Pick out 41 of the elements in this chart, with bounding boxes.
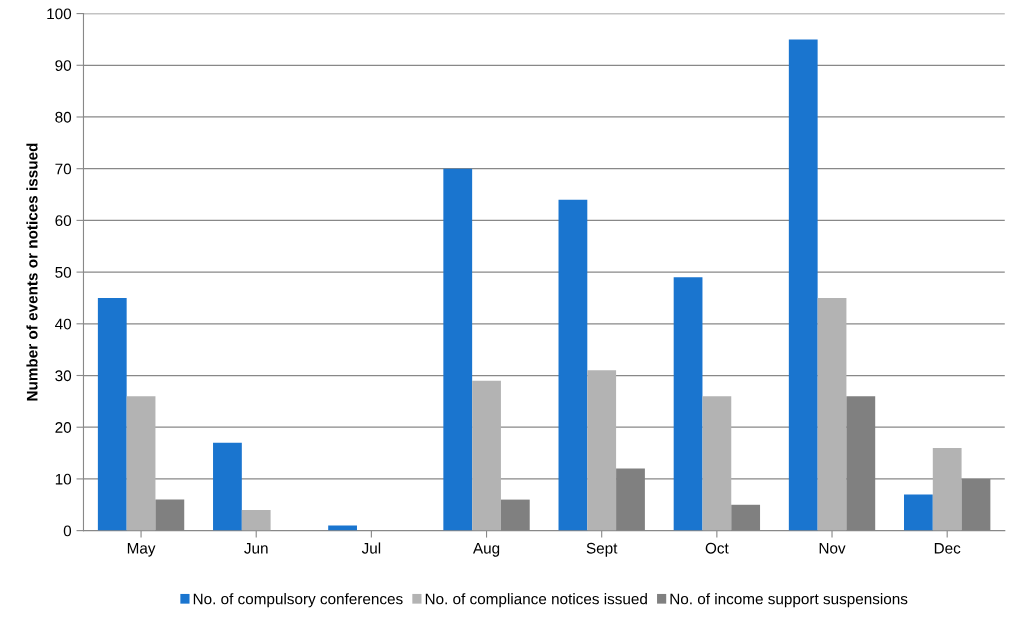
bar <box>788 39 818 531</box>
x-tick-label: Oct <box>705 542 729 554</box>
y-tick-label: 90 <box>55 60 72 71</box>
bar <box>673 277 703 531</box>
legend-label: No. of compulsory conferences <box>193 593 403 608</box>
bar <box>817 297 847 531</box>
bar <box>472 380 501 531</box>
y-tick-label: 40 <box>55 318 72 330</box>
bar <box>558 199 588 531</box>
y-tick-label: 0 <box>63 525 72 537</box>
bar <box>126 396 156 531</box>
bar <box>443 168 473 531</box>
bar <box>702 396 732 531</box>
bar <box>932 447 962 531</box>
x-tick-label: Aug <box>472 542 500 557</box>
y-tick-label: 80 <box>55 111 72 123</box>
y-tick-label: 60 <box>55 215 72 227</box>
y-tick-label: 100 <box>47 8 72 20</box>
x-tick-label: Sept <box>586 542 618 557</box>
y-tick-label: 10 <box>55 473 72 485</box>
bar <box>241 509 271 531</box>
bar <box>97 297 127 531</box>
x-tick-label: Dec <box>934 542 961 554</box>
bar <box>587 370 617 531</box>
bar <box>904 494 933 531</box>
y-axis-title: Number of events or notices issued <box>26 143 38 401</box>
legend-label: No. of compliance notices issued <box>425 593 647 608</box>
y-tick-label: 20 <box>55 422 72 433</box>
x-tick-label: May <box>127 542 156 557</box>
x-tick-label: Nov <box>819 542 846 554</box>
bar <box>155 499 185 531</box>
legend-label: No. of income support suspensions <box>670 593 908 608</box>
bar <box>500 499 530 531</box>
y-tick-label: 50 <box>55 266 72 278</box>
y-tick-label: 70 <box>55 163 72 175</box>
x-tick-label: Jul <box>361 542 381 554</box>
y-tick-label: 30 <box>55 370 72 382</box>
x-tick-label: Jun <box>244 542 268 554</box>
bar <box>731 504 761 531</box>
bar <box>213 442 242 531</box>
bar <box>328 525 357 531</box>
